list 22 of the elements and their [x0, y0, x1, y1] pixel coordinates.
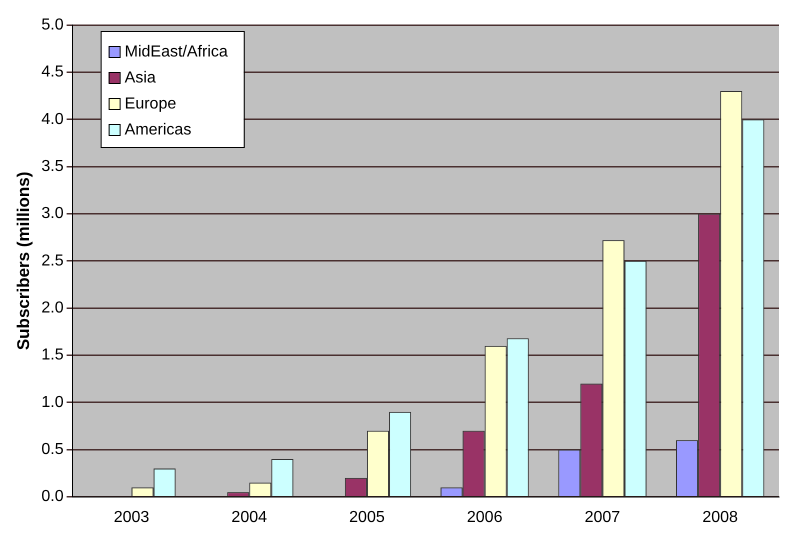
y-tick-label: 4.5: [41, 64, 64, 81]
y-tick-label: 5.0: [41, 16, 64, 34]
y-tick-label: 2.0: [41, 299, 64, 316]
legend-label: Asia: [124, 69, 156, 86]
y-tick-label: 3.5: [41, 158, 64, 175]
x-tick-label: 2006: [466, 508, 503, 526]
x-tick-label: 2007: [584, 508, 620, 526]
legend-label: Europe: [124, 95, 176, 112]
x-tick-label: 2004: [231, 508, 268, 526]
y-tick-label: 0.0: [41, 488, 64, 506]
y-tick-label: 0.5: [41, 441, 64, 458]
y-tick-label: 1.0: [41, 394, 64, 411]
x-tick-label: 2003: [114, 508, 150, 526]
y-axis-title: Subscribers (millions): [14, 172, 33, 350]
y-tick-label: 4.0: [41, 110, 64, 128]
x-tick-label: 2008: [702, 508, 738, 526]
y-tick-label: 2.5: [41, 252, 64, 270]
legend-label: Americas: [124, 121, 192, 138]
legend-label: MidEast/Africa: [124, 43, 228, 60]
y-tick-label: 3.0: [41, 205, 64, 222]
y-tick-label: 1.5: [41, 346, 64, 364]
x-tick-label: 2005: [349, 508, 385, 526]
